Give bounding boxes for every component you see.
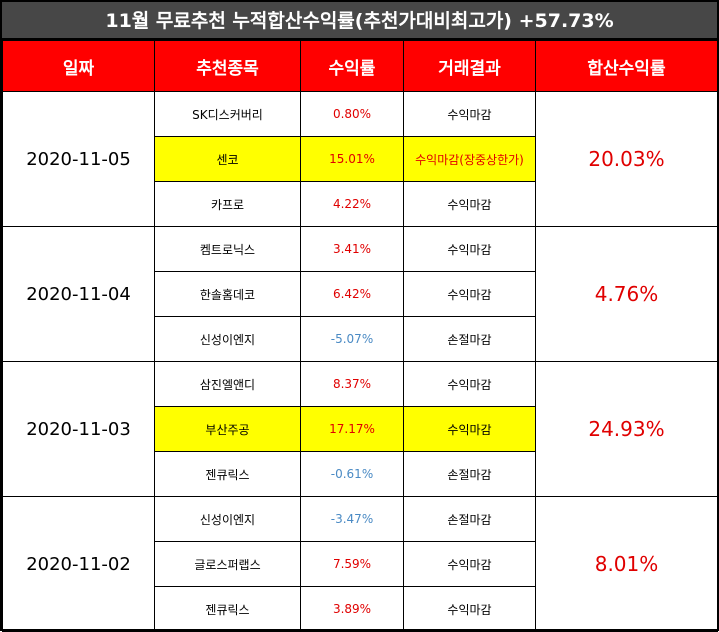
table-row: 센코 15.01% 수익마감(장중상한가) [3, 136, 718, 182]
table-row: 젠큐릭스 3.89% 수익마감 [3, 586, 718, 632]
result-cell: 수익마감 [403, 181, 536, 227]
stock-name-cell: 카프로 [154, 181, 301, 227]
result-cell: 수익마감(장중상한가) [403, 136, 536, 182]
result-cell: 수익마감 [403, 541, 536, 587]
result-cell: 수익마감 [403, 406, 536, 452]
result-cell: 수익마감 [403, 226, 536, 272]
table-row: 2020-11-03 삼진엘앤디 8.37% 수익마감 24.93% [2, 361, 718, 497]
return-cell: -3.47% [300, 496, 404, 542]
header-date: 일짜 [2, 40, 155, 92]
stock-name-cell: 한솔홈데코 [154, 271, 301, 317]
results-table: 일짜 추천종목 수익률 거래결과 합산수익률 2020-11-05 SK디스커버리… [2, 40, 718, 632]
stock-name-cell: SK디스커버리 [154, 91, 301, 137]
result-cell: 손절마감 [403, 496, 536, 542]
result-cell: 수익마감 [403, 361, 536, 407]
page-title: 11월 무료추천 누적합산수익률(추천가대비최고가) +57.73% [2, 2, 717, 40]
table-body: 2020-11-05 SK디스커버리 0.80% 수익마감 20.03% 센코 15.01%… [2, 91, 718, 632]
result-cell: 손절마감 [403, 451, 536, 497]
return-cell: 3.89% [300, 586, 404, 632]
table-row: 2020-11-05 SK디스커버리 0.80% 수익마감 20.03% [2, 91, 718, 227]
return-cell: 3.41% [300, 226, 404, 272]
date-cell: 2020-11-03 [2, 361, 155, 497]
date-cell: 2020-11-02 [2, 496, 155, 632]
total-return-cell: 20.03% [535, 91, 718, 227]
table-row: 카프로 4.22% 수익마감 [3, 181, 718, 227]
stock-name-cell: 신성이엔지 [154, 496, 301, 542]
result-cell: 수익마감 [403, 271, 536, 317]
header-total: 합산수익률 [535, 40, 718, 92]
result-cell: 수익마감 [403, 586, 536, 632]
stock-name-cell: 글로스퍼랩스 [154, 541, 301, 587]
stock-name-cell: 젠큐릭스 [154, 586, 301, 632]
return-cell: 8.37% [300, 361, 404, 407]
return-cell: 4.22% [300, 181, 404, 227]
table-row: 젠큐릭스 -0.61% 손절마감 [3, 451, 718, 497]
return-cell: 15.01% [300, 136, 404, 182]
table-row: 부산주공 17.17% 수익마감 [3, 406, 718, 452]
return-cell: -0.61% [300, 451, 404, 497]
total-return-cell: 8.01% [535, 496, 718, 632]
table-row: 2020-11-04 켐트로닉스 3.41% 수익마감 4.76% [2, 226, 718, 362]
total-return-cell: 4.76% [535, 226, 718, 362]
total-return-cell: 24.93% [535, 361, 718, 497]
stock-name-cell: 젠큐릭스 [154, 451, 301, 497]
return-cell: 0.80% [300, 91, 404, 137]
stock-name-cell: 신성이엔지 [154, 316, 301, 362]
table-row: 한솔홈데코 6.42% 수익마감 [3, 271, 718, 317]
result-cell: 수익마감 [403, 91, 536, 137]
return-cell: 7.59% [300, 541, 404, 587]
return-cell: 6.42% [300, 271, 404, 317]
result-cell: 손절마감 [403, 316, 536, 362]
header-return: 수익률 [300, 40, 404, 92]
header-stock: 추천종목 [154, 40, 301, 92]
header-row: 일짜 추천종목 수익률 거래결과 합산수익률 [2, 40, 718, 92]
stock-name-cell: 부산주공 [154, 406, 301, 452]
date-cell: 2020-11-05 [2, 91, 155, 227]
return-cell: -5.07% [300, 316, 404, 362]
date-cell: 2020-11-04 [2, 226, 155, 362]
table-row: 글로스퍼랩스 7.59% 수익마감 [3, 541, 718, 587]
table-row: 2020-11-02 신성이엔지 -3.47% 손절마감 8.01% [2, 496, 718, 632]
stock-name-cell: 삼진엘앤디 [154, 361, 301, 407]
table-row: 신성이엔지 -5.07% 손절마감 [3, 316, 718, 362]
header-result: 거래결과 [403, 40, 536, 92]
stock-name-cell: 센코 [154, 136, 301, 182]
return-cell: 17.17% [300, 406, 404, 452]
stock-name-cell: 켐트로닉스 [154, 226, 301, 272]
